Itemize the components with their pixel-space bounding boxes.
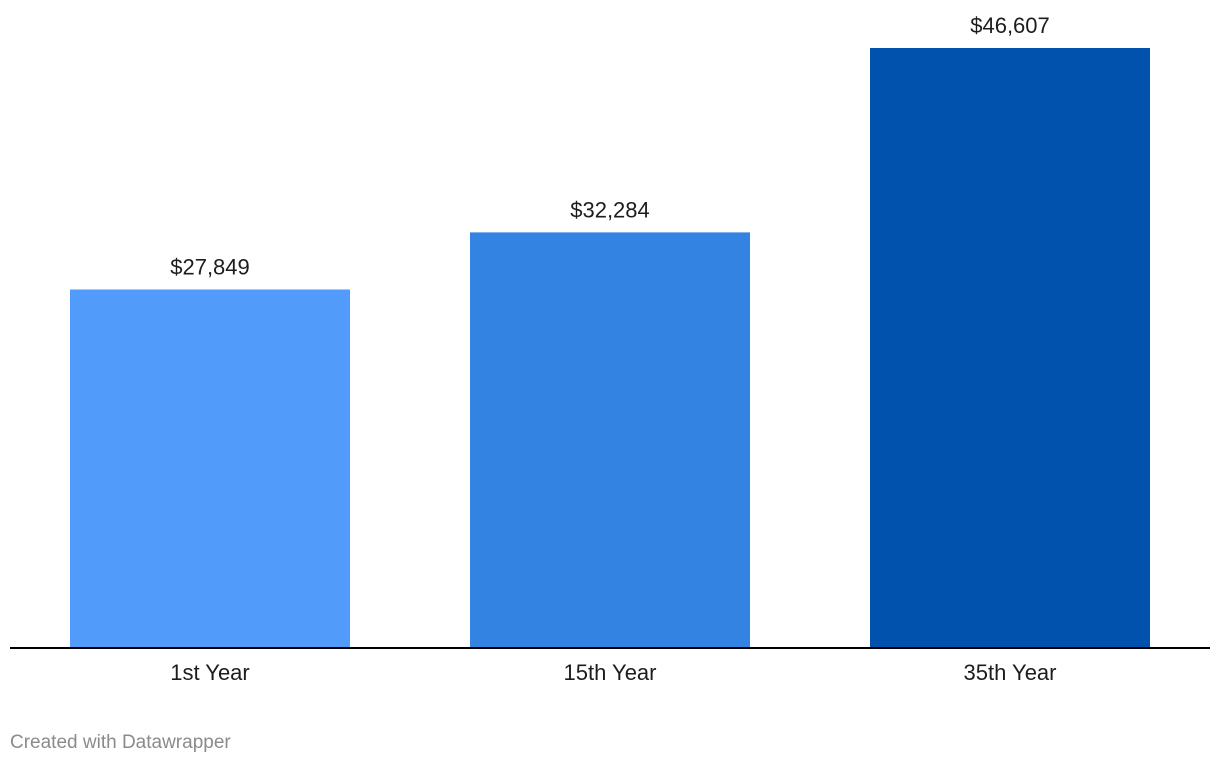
value-label-15th-year: $32,284 — [570, 197, 650, 222]
value-labels-group: $27,849 $32,284 $46,607 — [170, 13, 1050, 279]
x-tick-label-35th-year: 35th Year — [964, 660, 1057, 685]
bar-chart: $27,849 $32,284 $46,607 1st Year 15th Year 3… — [10, 13, 1210, 685]
datawrapper-credit: Created with Datawrapper — [10, 732, 231, 753]
bar-1st-year — [70, 289, 350, 648]
bar-35th-year — [870, 48, 1150, 648]
value-label-1st-year: $27,849 — [170, 254, 250, 279]
bar-15th-year — [470, 232, 750, 648]
value-label-35th-year: $46,607 — [970, 13, 1050, 38]
x-axis-ticks-group: 1st Year 15th Year 35th Year — [170, 660, 1056, 685]
x-tick-label-1st-year: 1st Year — [170, 660, 250, 685]
x-tick-label-15th-year: 15th Year — [564, 660, 657, 685]
bars-group — [70, 48, 1150, 648]
